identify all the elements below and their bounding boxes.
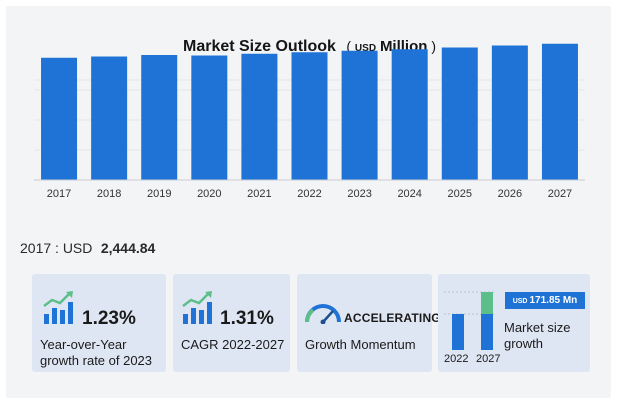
- bar-2023: [341, 50, 378, 180]
- yoy-value: 1.23%: [82, 308, 136, 329]
- cagr-card: 1.31% CAGR 2022-2027: [173, 274, 290, 372]
- bar-2021: [241, 53, 278, 180]
- x-tick-label: 2027: [548, 188, 572, 200]
- growth-chart-icon: [182, 291, 212, 324]
- base-year-label: 2017 : USD: [20, 240, 93, 256]
- bar-2019: [141, 55, 178, 180]
- momentum-value: ACCELERATING: [344, 311, 441, 325]
- bar-chart: 2017 2018 2019 2020 2021 2022 2023 2024 2025 2026…: [34, 43, 585, 200]
- market-growth-card: 2022 2027 Market size growth: [438, 274, 590, 372]
- x-tick-label: 2025: [448, 188, 472, 200]
- x-tick-label: 2022: [297, 188, 321, 200]
- bar-2017: [41, 57, 78, 181]
- mini-bar-growth: [481, 292, 493, 314]
- x-tick-label: 2023: [347, 188, 371, 200]
- x-tick-label: 2020: [197, 188, 221, 200]
- bar-2027: [541, 43, 578, 180]
- yoy-line1: Year-over-Year: [40, 337, 127, 352]
- mini-bar-2027: [481, 314, 493, 350]
- market-year-start: 2022: [444, 353, 469, 365]
- x-tick-label: 2026: [498, 188, 522, 200]
- base-year-amount: 2,444.84: [100, 240, 156, 256]
- market-size-line1: Market size: [504, 320, 571, 335]
- market-size-line2: growth: [504, 336, 544, 351]
- x-tick-label: 2017: [47, 188, 71, 200]
- bar-2018: [91, 56, 128, 180]
- base-year-value: 2017 : USD 2,444.84: [20, 240, 155, 258]
- bar-2024: [391, 49, 428, 180]
- yoy-line2: growth rate of 2023: [40, 353, 153, 368]
- market-year-end: 2027: [476, 353, 501, 365]
- cagr-value: 1.31%: [220, 308, 274, 329]
- x-tick-label: 2021: [247, 188, 271, 200]
- x-tick-label: 2019: [147, 188, 171, 200]
- x-tick-label: 2024: [397, 188, 421, 200]
- growth-chart-icon: [43, 291, 73, 324]
- mini-bar-2022: [452, 314, 464, 350]
- speedometer-icon: [305, 304, 341, 324]
- bar-2020: [191, 55, 228, 180]
- chart-title-text: Market Size Outlook: [182, 38, 336, 55]
- mini-growth-chart: [444, 291, 494, 350]
- bar-2022: [291, 52, 328, 180]
- momentum-card: ACCELERATING Growth Momentum: [297, 274, 441, 372]
- momentum-label: Growth Momentum: [305, 337, 416, 352]
- bar-2025: [441, 47, 478, 180]
- x-tick-label: 2018: [97, 188, 121, 200]
- cagr-label: CAGR 2022-2027: [181, 337, 285, 352]
- yoy-card: 1.23% Year-over-Year growth rate of 2023: [32, 274, 166, 372]
- market-growth-badge: USD 171.85 Mn: [505, 292, 585, 309]
- bar-2026: [491, 45, 528, 180]
